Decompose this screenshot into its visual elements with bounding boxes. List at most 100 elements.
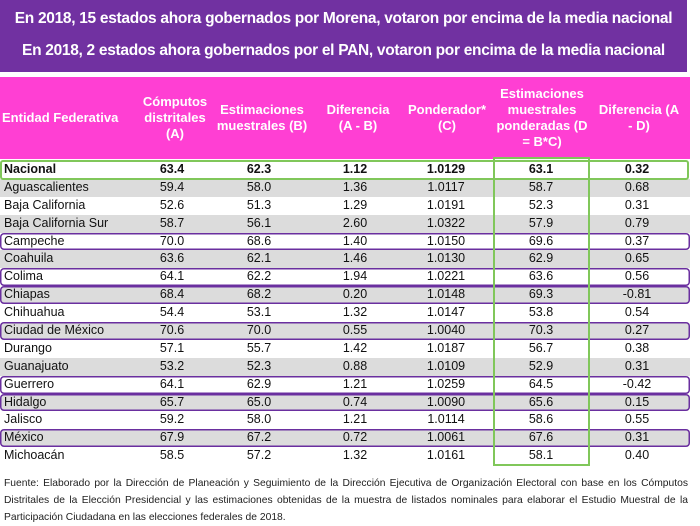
header-ponderador: Ponderador* (C) [407,102,486,133]
cell-value: 63.6 [159,251,185,266]
cell-entidad: Chiapas [4,287,50,302]
cell-value: 1.0187 [426,340,466,355]
cell-value: 1.0147 [426,305,466,320]
table-row: Chiapas 68.4 68.2 0.20 1.0148 69.3 -0.81 [0,286,690,305]
cell-value: -0.42 [622,376,652,391]
cell-value: 1.94 [342,269,368,284]
header-estimaciones: Estimaciones muestrales (B) [216,102,308,133]
cell-value: 0.31 [624,358,650,373]
cell-value: 1.21 [342,412,368,427]
cell-value: 52.3 [528,197,554,212]
cell-value: 1.36 [342,179,368,194]
cell-value: 0.55 [342,323,368,338]
cell-value: 1.0322 [426,215,466,230]
cell-value: 63.4 [159,162,185,176]
cell-value: 52.6 [159,197,185,212]
cell-value: 1.29 [342,197,368,212]
cell-value: 1.0061 [426,430,466,445]
cell-value: 0.88 [342,358,368,373]
cell-value: 52.3 [246,358,272,373]
table-row: Chihuahua 54.4 53.1 1.32 1.0147 53.8 0.54 [0,304,690,322]
table-row: Ciudad de México 70.6 70.0 0.55 1.0040 70.3 0.… [0,322,690,340]
cell-value: 1.46 [342,251,368,266]
banner-line-pan: En 2018, 2 estados ahora gobernados por … [22,42,665,59]
cell-entidad: Baja California [4,197,86,212]
cell-value: 63.1 [528,162,554,176]
cell-value: 67.6 [528,430,554,445]
cell-value: 1.0191 [426,197,466,212]
cell-value: 68.4 [159,287,185,302]
cell-value: 1.0150 [426,233,466,248]
cell-entidad: Durango [4,340,52,355]
cell-entidad: Jalisco [4,412,43,427]
cell-value: 55.7 [246,340,272,355]
cell-value: 1.0109 [426,358,466,373]
cell-value: 1.0114 [427,412,465,427]
cell-value: 1.40 [342,233,368,248]
cell-entidad: Guerrero [4,376,55,391]
table-row: México 67.9 67.2 0.72 1.0061 67.6 0.31 [0,429,690,448]
cell-entidad: Coahuila [4,251,54,266]
cell-value: 1.42 [342,340,368,355]
cell-value: 0.31 [624,430,650,445]
cell-value: 52.9 [528,358,554,373]
cell-entidad: Baja California Sur [4,215,109,230]
header-computos: Cómputos distritales (A) [142,94,208,141]
cell-value: 69.3 [528,287,554,302]
cell-value: 0.27 [624,323,650,338]
cell-entidad: Chihuahua [4,305,65,320]
table-row: Jalisco 59.2 58.0 1.21 1.0114 58.6 0.55 [0,411,690,429]
cell-entidad: Campeche [4,233,65,248]
cell-value: 64.5 [528,376,554,391]
cell-value: 2.60 [342,215,368,230]
cell-value: 62.1 [246,251,272,266]
cell-value: 1.0221 [426,269,466,284]
table-row: Baja California Sur 58.7 56.1 2.60 1.0322 57.… [0,214,690,233]
table-row: Durango 57.1 55.7 1.42 1.0187 56.7 0.38 [0,340,690,358]
cell-entidad: Ciudad de México [4,323,105,338]
cell-value: -0.81 [622,287,652,302]
table-row: Michoacán 58.5 57.2 1.32 1.0161 58.1 0.40 [0,447,690,465]
cell-value: 0.56 [624,269,650,284]
banner-line-morena: En 2018, 15 estados ahora gobernados por… [14,10,673,27]
cell-value: 0.79 [624,215,650,230]
cell-value: 57.9 [528,215,554,230]
cell-entidad: Guanajuato [4,358,69,373]
cell-value: 64.1 [159,376,185,391]
cell-value: 58.7 [528,179,554,194]
cell-value: 67.9 [159,430,185,445]
cell-value: 0.32 [624,162,650,176]
cell-value: 1.0129 [426,162,466,176]
header-estimaciones-ponderadas: Estimaciones muestrales ponderadas (D = … [496,86,588,149]
cell-value: 0.37 [624,233,650,248]
header-entidad: Entidad Federativa [2,110,119,125]
cell-value: 62.3 [246,162,272,176]
cell-value: 65.0 [246,394,272,409]
cell-value: 70.6 [159,323,185,338]
cell-value: 57.2 [246,448,272,463]
cell-value: 62.2 [246,269,272,284]
table-row: Guerrero 64.1 62.9 1.21 1.0259 64.5 -0.42 [0,376,690,394]
cell-value: 68.6 [246,233,272,248]
cell-value: 70.0 [159,233,185,248]
cell-value: 0.54 [624,305,650,320]
cell-value: 0.55 [624,412,650,427]
cell-value: 51.3 [246,197,272,212]
cell-value: 1.0130 [426,251,466,266]
table-row: Coahuila 63.6 62.1 1.46 1.0130 62.9 0.65 [0,250,690,269]
cell-value: 0.40 [624,448,650,463]
table-header: Entidad Federativa Cómputos distritales … [0,77,690,159]
table-row: Aguascalientes 59.4 58.0 1.36 1.0117 58.7 0.68 [0,178,690,197]
cell-value: 62.9 [528,251,554,266]
cell-entidad: Michoacán [4,448,65,463]
cell-value: 56.7 [528,340,554,355]
cell-value: 1.0117 [427,179,465,194]
cell-value: 70.0 [246,323,272,338]
table-row: Nacional 63.4 62.3 1.12 1.0129 63.1 0.32 [0,161,690,179]
cell-value: 67.2 [246,430,272,445]
table-row: Hidalgo 65.7 65.0 0.74 1.0090 65.6 0.15 [0,393,690,412]
cell-value: 63.6 [528,269,554,284]
cell-value: 0.20 [342,287,368,302]
cell-value: 1.0161 [426,448,466,463]
cell-value: 58.5 [159,448,185,463]
